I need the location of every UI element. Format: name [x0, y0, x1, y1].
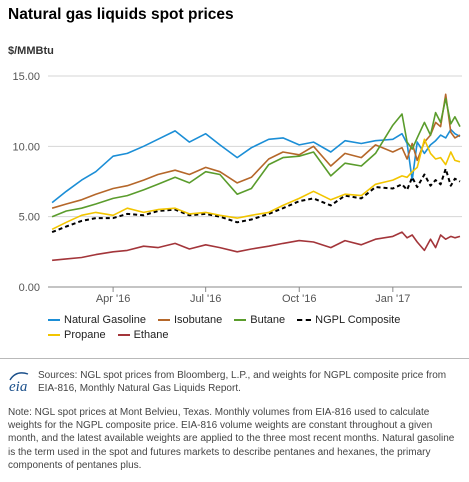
eia-logo-icon	[9, 372, 29, 381]
grid-lines	[48, 75, 462, 288]
legend-item-ngpl-composite: NGPL Composite	[297, 314, 400, 326]
series-line-natural-gasoline	[51, 128, 461, 204]
x-tick-label: Jul '16	[190, 293, 221, 305]
legend-swatch-butane	[234, 318, 247, 321]
legend-swatch-propane	[48, 333, 60, 336]
legend-swatch-isobutane	[157, 318, 170, 321]
legend-item-natural-gasoline: Natural Gasoline	[48, 314, 146, 326]
x-tick-label: Oct '16	[282, 293, 317, 305]
legend-item-butane: Butane	[234, 314, 285, 326]
legend-label: NGPL Composite	[315, 313, 401, 326]
eia-logo-text: eia	[9, 379, 28, 395]
legend-label: Ethane	[133, 328, 169, 341]
y-axis-tick-labels: 0.00 5.00 10.00 15.00	[12, 71, 40, 294]
sources-text: Sources: NGL spot prices from Bloomberg,…	[38, 370, 447, 394]
y-tick-label: 10.00	[12, 141, 40, 153]
legend-label: Propane	[64, 328, 106, 341]
x-tick-label: Jan '17	[375, 293, 410, 305]
legend-item-ethane: Ethane	[117, 328, 169, 341]
y-tick-label: 15.00	[12, 71, 40, 83]
legend-row-2: Propane Ethane	[48, 327, 468, 342]
y-tick-label: 5.00	[19, 212, 40, 224]
legend-label: Natural Gasoline	[64, 313, 146, 326]
line-chart: 0.00 5.00 10.00 15.00 Apr '16 Jul '16 Oct '16…	[12, 71, 462, 305]
series-line-ethane	[52, 231, 461, 262]
legend-item-isobutane: Isobutane	[157, 313, 223, 326]
divider	[0, 358, 469, 359]
legend-label: Butane	[250, 313, 286, 326]
series-line-ngpl-composite	[51, 167, 461, 234]
legend: Natural Gasoline Isobutane Butane NGPL C…	[48, 312, 468, 342]
legend-swatch-natural-gasoline	[48, 318, 60, 321]
note-text: Note: NGL spot prices at Mont Belvieu, T…	[8, 407, 455, 471]
y-tick-label: 0.00	[19, 282, 40, 294]
legend-row-1: Natural Gasoline Isobutane Butane NGPL C…	[48, 312, 468, 327]
legend-item-propane: Propane	[48, 329, 106, 341]
legend-label: Isobutane	[173, 313, 223, 326]
x-tick-label: Apr '16	[96, 293, 131, 305]
legend-swatch-ngpl-composite	[297, 318, 312, 321]
series-line-isobutane	[51, 93, 461, 209]
legend-swatch-ethane	[117, 333, 130, 336]
x-axis-ticks: Apr '16 Jul '16 Oct '16 Jan '17	[96, 287, 410, 305]
series-line-butane	[51, 97, 461, 218]
y-axis-unit-label: $/MMBtu	[8, 45, 54, 57]
series-line-propane	[51, 138, 461, 231]
series-lines	[51, 93, 461, 262]
chart-title: Natural gas liquids spot prices	[8, 6, 234, 23]
